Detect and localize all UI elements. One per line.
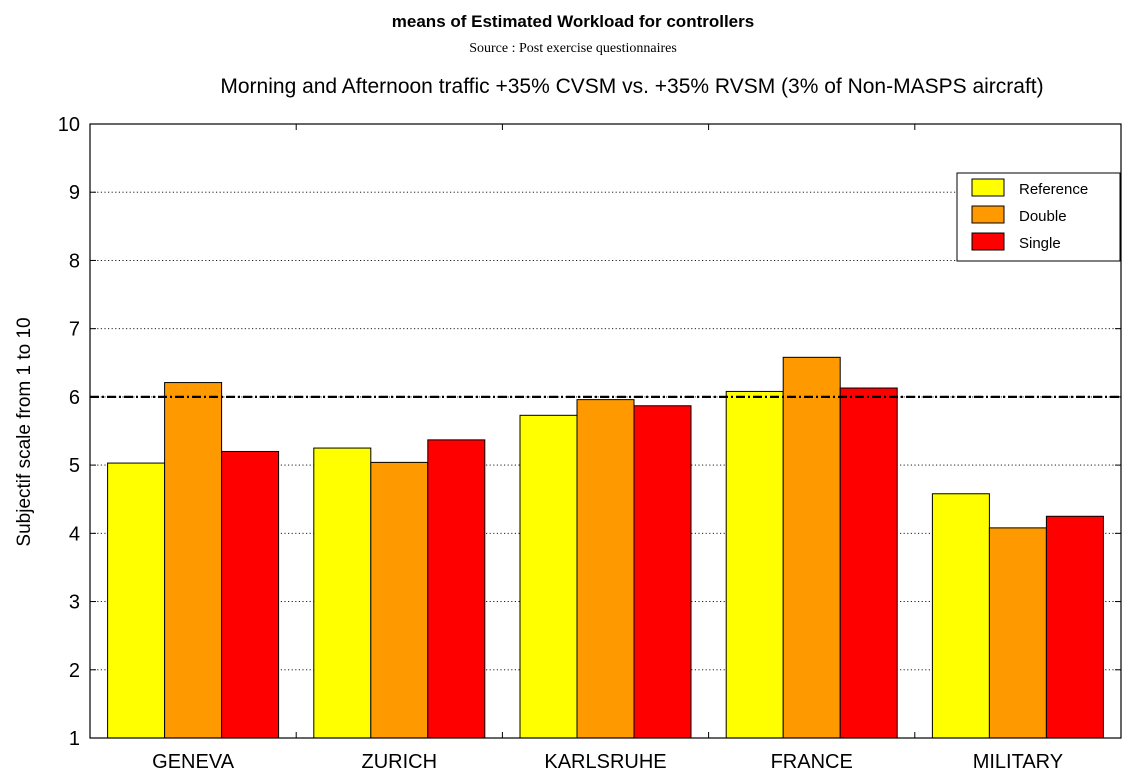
- axis-ticks: [90, 123, 1121, 739]
- bar-single-zurich: [427, 439, 486, 739]
- bar-single-geneva: [221, 450, 280, 739]
- legend-swatch-single: [971, 232, 1005, 251]
- y-tick-label: 10: [58, 114, 80, 136]
- bar-single-military: [1045, 515, 1104, 739]
- chart-title: means of Estimated Workload for controll…: [392, 12, 754, 31]
- bar-reference-military: [931, 493, 990, 739]
- chart-source: Source : Post exercise questionnaires: [469, 41, 677, 56]
- y-axis-label: Subjectif scale from 1 to 10: [14, 317, 35, 546]
- plot-frame: [89, 123, 1122, 739]
- legend-label-reference: Reference: [1019, 181, 1088, 198]
- bar-single-karlsruhe: [633, 405, 692, 739]
- tick-labels: 1 2 3 4 5 6 7 8 9 10 GENEVA ZURICH KARLSRUHE FRANCE MI…: [58, 114, 1063, 773]
- legend-label-double: Double: [1019, 208, 1067, 225]
- bar-double-geneva: [164, 382, 223, 739]
- y-tick-label: 9: [69, 182, 80, 204]
- bar-double-military: [988, 527, 1047, 739]
- bars: [107, 356, 1104, 739]
- y-tick-label: 3: [69, 592, 80, 614]
- bar-double-france: [782, 356, 841, 739]
- bar-reference-france: [725, 390, 784, 739]
- x-tick-label: MILITARY: [973, 751, 1063, 773]
- bar-reference-karlsruhe: [519, 414, 578, 739]
- y-tick-label: 2: [69, 660, 80, 682]
- x-tick-label: KARLSRUHE: [544, 751, 666, 773]
- legend-swatch-double: [971, 205, 1005, 224]
- x-tick-label: FRANCE: [771, 751, 853, 773]
- y-tick-label: 1: [69, 728, 80, 750]
- x-tick-label: ZURICH: [362, 751, 438, 773]
- legend: Reference Double Single: [956, 172, 1121, 262]
- bar-double-karlsruhe: [576, 399, 635, 739]
- legend-swatch-reference: [971, 178, 1005, 197]
- y-tick-label: 7: [69, 319, 80, 341]
- bar-double-zurich: [370, 461, 429, 739]
- legend-label-single: Single: [1019, 235, 1061, 252]
- y-tick-label: 8: [69, 250, 80, 272]
- y-tick-label: 4: [69, 523, 80, 545]
- bar-single-france: [839, 387, 898, 739]
- x-tick-label: GENEVA: [152, 751, 235, 773]
- y-tick-label: 6: [69, 387, 80, 409]
- y-tick-label: 5: [69, 455, 80, 477]
- bar-reference-zurich: [313, 447, 372, 739]
- chart-subtitle: Morning and Afternoon traffic +35% CVSM …: [220, 75, 1043, 98]
- bar-reference-geneva: [107, 462, 166, 739]
